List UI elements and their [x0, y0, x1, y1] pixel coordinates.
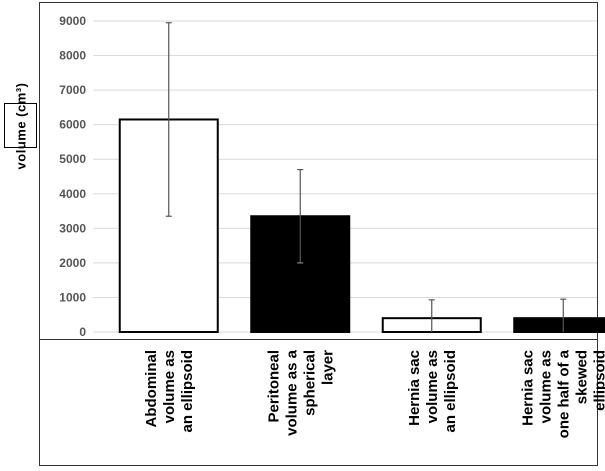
- y-tick-label: 3000: [59, 221, 86, 235]
- category-label: one half of a: [555, 349, 572, 438]
- outer-frame: [39, 2, 598, 466]
- y-tick-label: 2000: [59, 256, 86, 270]
- y-tick-label: 7000: [59, 83, 86, 97]
- y-tick-label: 4000: [59, 187, 86, 201]
- error-bars: [165, 22, 567, 332]
- y-tick-label: 1000: [59, 290, 86, 304]
- category-label: Peritoneal: [265, 350, 282, 423]
- category-label: volume as: [537, 350, 554, 423]
- y-tick-label: 6000: [59, 118, 86, 132]
- category-label: an ellipsoid: [442, 350, 459, 433]
- category-label: volume as a: [283, 349, 300, 436]
- category-label: volume as: [424, 350, 441, 423]
- category-label: spherical: [301, 350, 318, 416]
- category-label: layer: [319, 350, 336, 385]
- category-label: Abdominal: [143, 350, 160, 428]
- category-label: Hernia sac: [519, 350, 536, 426]
- category-label: Hernia sac: [406, 350, 423, 426]
- y-axis-label-box: volume (cm³): [4, 82, 37, 169]
- category-labels: Abdominal volume as an ellipsoid Peritoneal…: [143, 349, 605, 438]
- y-tick-label: 5000: [59, 152, 86, 166]
- y-tick-label: 8000: [59, 49, 86, 63]
- y-axis-label: volume (cm³): [13, 82, 28, 169]
- y-tick-labels: 0 1000 2000 3000 4000 5000 6000 7000 8000 9000: [59, 14, 86, 339]
- y-tick-label: 9000: [59, 14, 86, 28]
- category-label: volume as: [161, 350, 178, 423]
- bars: [118, 118, 605, 333]
- category-label: skewed: [573, 350, 590, 404]
- category-label: an ellipsoid: [179, 350, 196, 433]
- category-label: ellipsoid: [591, 350, 605, 411]
- bar: [513, 317, 605, 333]
- y-tick-label: 0: [79, 325, 86, 339]
